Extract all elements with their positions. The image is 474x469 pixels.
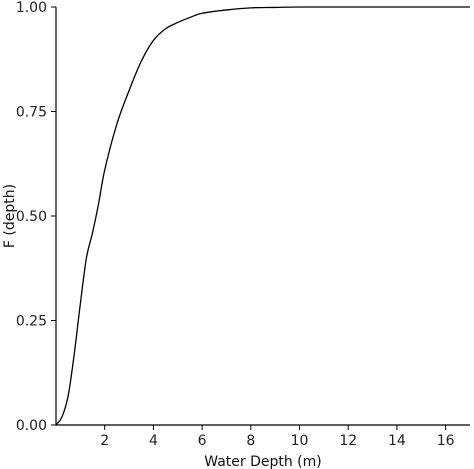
y-tick-label: 1.00 [16, 0, 47, 16]
x-tick-label: 12 [339, 433, 357, 449]
series-layer [55, 6, 470, 426]
cdf-series-line [55, 6, 470, 426]
y-tick-label: 0.75 [16, 105, 47, 121]
y-tick-label: 0.50 [16, 209, 47, 225]
x-tick-label: 8 [246, 433, 255, 449]
y-tick-label: 0.25 [16, 314, 47, 330]
x-tick-label: 10 [291, 433, 309, 449]
x-tick-label: 2 [100, 433, 109, 449]
y-tick-label: 0.00 [16, 418, 47, 434]
x-axis-title: Water Depth (m) [204, 454, 322, 469]
x-tick-label: 4 [149, 433, 158, 449]
y-axis-title: F (depth) [2, 184, 18, 248]
x-tick-label: 6 [198, 433, 207, 449]
x-tick-label: 14 [388, 433, 406, 449]
axes-layer [55, 7, 470, 426]
x-tick-label: 16 [437, 433, 455, 449]
x-axis-ticks: 2 4 6 8 10 12 14 16 [100, 425, 455, 449]
y-axis-ticks: 0.00 0.25 0.50 0.75 1.00 [16, 0, 56, 434]
